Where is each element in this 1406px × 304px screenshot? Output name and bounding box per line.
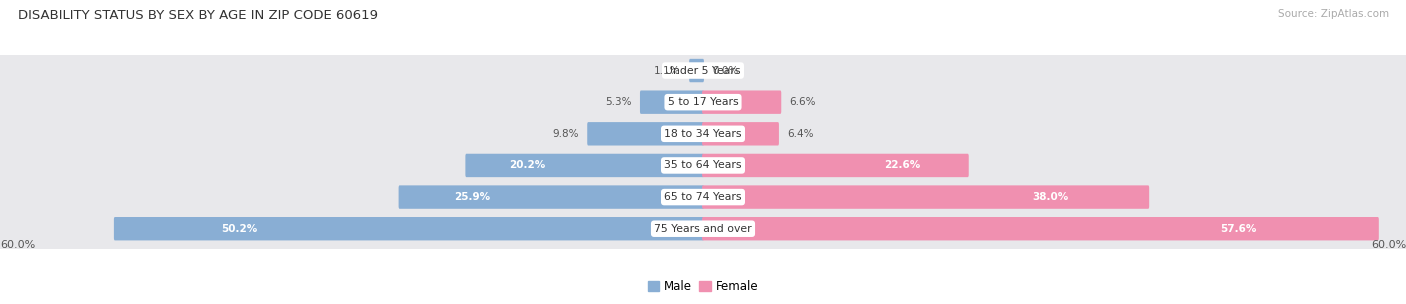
Text: 9.8%: 9.8% — [553, 129, 579, 139]
Text: 22.6%: 22.6% — [884, 161, 920, 171]
Text: 20.2%: 20.2% — [509, 161, 546, 171]
Text: 38.0%: 38.0% — [1032, 192, 1069, 202]
Text: Under 5 Years: Under 5 Years — [665, 66, 741, 75]
Text: 5 to 17 Years: 5 to 17 Years — [668, 97, 738, 107]
FancyBboxPatch shape — [114, 217, 704, 240]
Text: 0.0%: 0.0% — [713, 66, 738, 75]
Text: 5.3%: 5.3% — [605, 97, 631, 107]
FancyBboxPatch shape — [0, 207, 1406, 250]
FancyBboxPatch shape — [0, 144, 1406, 187]
Text: Source: ZipAtlas.com: Source: ZipAtlas.com — [1278, 9, 1389, 19]
Text: 65 to 74 Years: 65 to 74 Years — [664, 192, 742, 202]
Text: DISABILITY STATUS BY SEX BY AGE IN ZIP CODE 60619: DISABILITY STATUS BY SEX BY AGE IN ZIP C… — [18, 9, 378, 22]
Text: 75 Years and over: 75 Years and over — [654, 224, 752, 234]
Text: 50.2%: 50.2% — [221, 224, 257, 234]
FancyBboxPatch shape — [702, 154, 969, 177]
FancyBboxPatch shape — [689, 59, 704, 82]
Text: 60.0%: 60.0% — [1371, 240, 1406, 250]
FancyBboxPatch shape — [640, 91, 704, 114]
FancyBboxPatch shape — [0, 49, 1406, 92]
FancyBboxPatch shape — [465, 154, 704, 177]
Text: 35 to 64 Years: 35 to 64 Years — [664, 161, 742, 171]
Text: 18 to 34 Years: 18 to 34 Years — [664, 129, 742, 139]
Text: 25.9%: 25.9% — [454, 192, 491, 202]
Legend: Male, Female: Male, Female — [643, 275, 763, 298]
Text: 1.1%: 1.1% — [654, 66, 681, 75]
FancyBboxPatch shape — [0, 81, 1406, 124]
FancyBboxPatch shape — [702, 185, 1149, 209]
FancyBboxPatch shape — [702, 122, 779, 146]
FancyBboxPatch shape — [399, 185, 704, 209]
Text: 60.0%: 60.0% — [0, 240, 35, 250]
FancyBboxPatch shape — [702, 217, 1379, 240]
FancyBboxPatch shape — [588, 122, 704, 146]
Text: 57.6%: 57.6% — [1220, 224, 1257, 234]
FancyBboxPatch shape — [0, 112, 1406, 155]
Text: 6.4%: 6.4% — [787, 129, 814, 139]
FancyBboxPatch shape — [702, 91, 782, 114]
FancyBboxPatch shape — [0, 176, 1406, 219]
Text: 6.6%: 6.6% — [790, 97, 817, 107]
